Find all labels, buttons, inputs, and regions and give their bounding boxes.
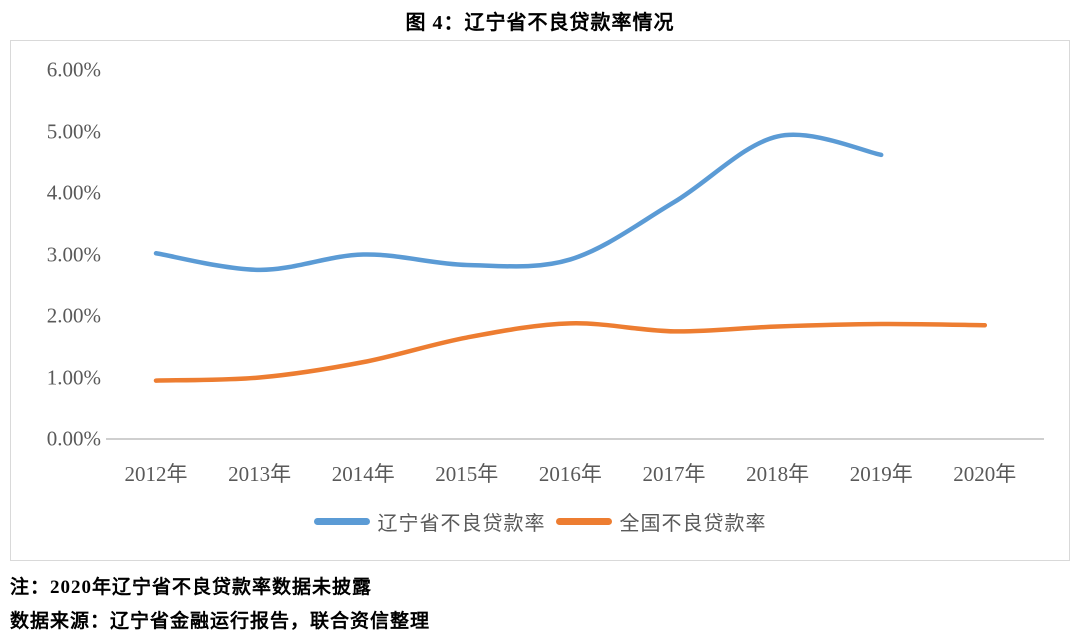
y-tick-label: 4.00% [46,180,101,205]
x-tick-label: 2020年 [953,462,1017,486]
y-tick-label: 2.00% [46,303,101,328]
x-tick-label: 2013年 [228,462,292,486]
chart-note: 注：2020年辽宁省不良贷款率数据未披露 [10,577,373,598]
data-source-note: 数据来源：辽宁省金融运行报告，联合资信整理 [10,611,431,632]
x-tick-label: 2018年 [746,462,810,486]
chart-legend: 辽宁省不良贷款率 全国不良贷款率 [11,507,1069,536]
y-tick-label: 3.00% [46,242,101,266]
x-tick-label: 2015年 [435,462,499,486]
y-tick-label: 1.00% [46,365,101,389]
x-tick-label: 2019年 [849,462,913,486]
chart-area: 0.00% 1.00% 2.00% 3.00% 4.00% 5.00% 6.00% 2012… [10,40,1070,561]
liaoning-line [153,132,884,273]
y-tick-label: 6.00% [46,57,101,82]
legend-item-national: 全国不良贷款率 [555,507,767,536]
y-tick-label: 5.00% [46,119,101,143]
x-tick-label: 2012年 [124,462,188,486]
x-tick-label: 2016年 [538,462,602,486]
x-tick-label: 2017年 [642,462,706,486]
legend-line-swatch [313,518,370,525]
chart-title: 图 4：辽宁省不良贷款率情况 [405,12,675,34]
legend-label: 全国不良贷款率 [619,513,767,535]
line-chart-canvas [106,132,1044,440]
legend-item-liaoning: 辽宁省不良贷款率 [313,507,546,536]
x-tick-label: 2014年 [331,462,395,486]
y-tick-label: 0.00% [46,426,101,451]
national-line [153,321,988,383]
legend-line-swatch [555,518,612,525]
legend-label: 辽宁省不良贷款率 [377,513,546,535]
